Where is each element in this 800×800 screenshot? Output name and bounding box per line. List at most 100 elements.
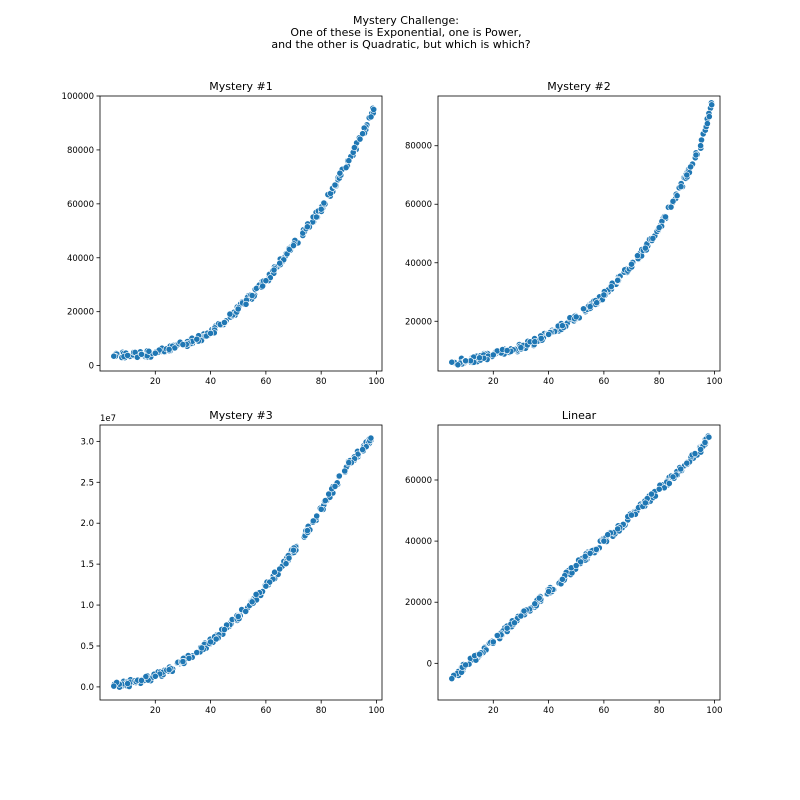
x-tick-label: 20 xyxy=(150,706,161,716)
scatter-point xyxy=(476,354,483,362)
scatter-point xyxy=(683,459,691,467)
scatter-point-cloud xyxy=(687,163,694,171)
scatter-point-cloud xyxy=(226,310,234,318)
scatter-point-cloud xyxy=(673,192,681,200)
figure-title-line-2: One of these is Exponential, one is Powe… xyxy=(290,26,521,39)
x-tick-label: 40 xyxy=(205,377,216,387)
chart-title: Mystery #2 xyxy=(547,80,611,93)
scatter-point xyxy=(655,485,663,493)
scatter-point-cloud xyxy=(282,560,290,568)
scatter-point-cloud xyxy=(212,635,220,643)
y-tick-label: 100000 xyxy=(62,92,94,102)
scatter-point xyxy=(110,682,118,690)
scatter-point xyxy=(572,313,580,321)
scatter-point-cloud xyxy=(325,490,333,498)
y-tick-label: 0.0 xyxy=(80,683,94,693)
y-tick-label: 80000 xyxy=(405,142,432,152)
scatter-point xyxy=(345,459,353,466)
scatter-point-cloud xyxy=(313,512,321,520)
chart-title: Linear xyxy=(562,409,597,422)
x-tick-label: 60 xyxy=(598,706,609,716)
y-tick-label: 1.5 xyxy=(80,560,94,570)
chart-panel-1: Mystery #1 20 40 60 80 100 0 20000 40000 60000 800… xyxy=(62,80,385,387)
x-tick-label: 100 xyxy=(706,706,722,716)
x-tick-label: 60 xyxy=(260,706,271,716)
y-tick-label: 1.0 xyxy=(80,601,94,611)
scatter-point-cloud xyxy=(320,199,328,207)
chart-title: Mystery #1 xyxy=(209,80,273,93)
scatter-point-cloud xyxy=(649,234,657,242)
scatter-point xyxy=(345,157,353,165)
scatter-point xyxy=(234,613,242,620)
scatter-point xyxy=(545,330,552,338)
scatter-point xyxy=(531,338,539,346)
scatter-point xyxy=(124,680,131,687)
y-tick-label: 40000 xyxy=(67,254,94,264)
y-tick-label: 0.5 xyxy=(80,642,94,652)
y-tick-label: 20000 xyxy=(405,317,432,327)
scatter-point xyxy=(697,445,704,453)
y-tick-label: 40000 xyxy=(405,259,432,269)
y-tick-label: 40000 xyxy=(405,537,432,547)
scatter-point-cloud xyxy=(665,479,673,487)
scatter-point xyxy=(669,197,677,205)
scatter-point-cloud xyxy=(677,183,685,190)
axes-frame xyxy=(437,95,721,372)
figure-title-line-3: and the other is Quadratic, but which is… xyxy=(271,38,530,51)
scatter-point xyxy=(642,244,649,252)
scatter-point xyxy=(317,205,325,213)
y-tick-label: 20000 xyxy=(67,308,94,318)
x-tick-label: 40 xyxy=(205,706,216,716)
scatter-point-cloud xyxy=(356,135,364,143)
y-tick-label: 0 xyxy=(427,659,432,669)
scatter-point-cloud xyxy=(705,113,713,120)
scatter-point-cloud xyxy=(335,472,343,480)
scatter-point xyxy=(476,650,483,658)
scatter-point xyxy=(705,433,713,441)
scatter-point-cloud xyxy=(698,136,705,144)
scatter-point-cloud xyxy=(704,120,711,127)
y-tick-label: 80000 xyxy=(67,146,94,156)
scatter-point-cloud xyxy=(577,558,584,566)
scatter-point xyxy=(462,661,469,669)
scatter-point xyxy=(220,319,228,326)
scatter-point xyxy=(124,351,131,359)
scatter-point xyxy=(151,672,159,680)
y-tick-label: 60000 xyxy=(67,200,94,210)
x-tick-label: 80 xyxy=(654,377,665,387)
scatter-point xyxy=(276,259,284,267)
axes-frame xyxy=(99,424,383,701)
x-tick-label: 20 xyxy=(488,377,499,387)
scatter-point-cloud xyxy=(593,299,601,307)
scatter-point xyxy=(303,527,311,534)
scatter-point xyxy=(193,649,201,656)
scatter-point xyxy=(683,171,691,179)
x-tick-label: 80 xyxy=(316,706,327,716)
scatter-point xyxy=(642,499,649,507)
y-tick-label: 60000 xyxy=(405,200,432,210)
figure-title-line-1: Mystery Challenge: xyxy=(353,14,459,27)
scatter-point xyxy=(517,344,525,351)
scatter-point xyxy=(207,638,214,646)
scatter-point xyxy=(448,675,456,682)
scatter-point xyxy=(138,350,145,358)
scatter-point xyxy=(367,434,375,442)
scatter-point xyxy=(317,505,325,513)
scatter-point xyxy=(234,305,242,313)
scatter-point xyxy=(179,658,187,665)
scatter-point xyxy=(669,473,677,481)
scatter-point xyxy=(614,276,622,284)
scatter-point-cloud xyxy=(691,450,699,457)
scatter-point-cloud xyxy=(185,654,193,662)
scatter-point xyxy=(276,565,284,573)
axes-frame xyxy=(99,95,383,372)
scatter-point xyxy=(359,446,366,453)
chart-panel-4: Linear 20 40 60 80 100 0 20000 40000 60000 xyxy=(405,409,723,716)
y-tick-label: 2.0 xyxy=(80,519,94,529)
scatter-point xyxy=(628,260,635,268)
scatter-point-cloud xyxy=(537,334,545,342)
scatter-point xyxy=(559,575,566,583)
scatter-point xyxy=(531,600,539,608)
scatter-point xyxy=(220,626,228,633)
scatter-point-cloud xyxy=(648,490,655,498)
